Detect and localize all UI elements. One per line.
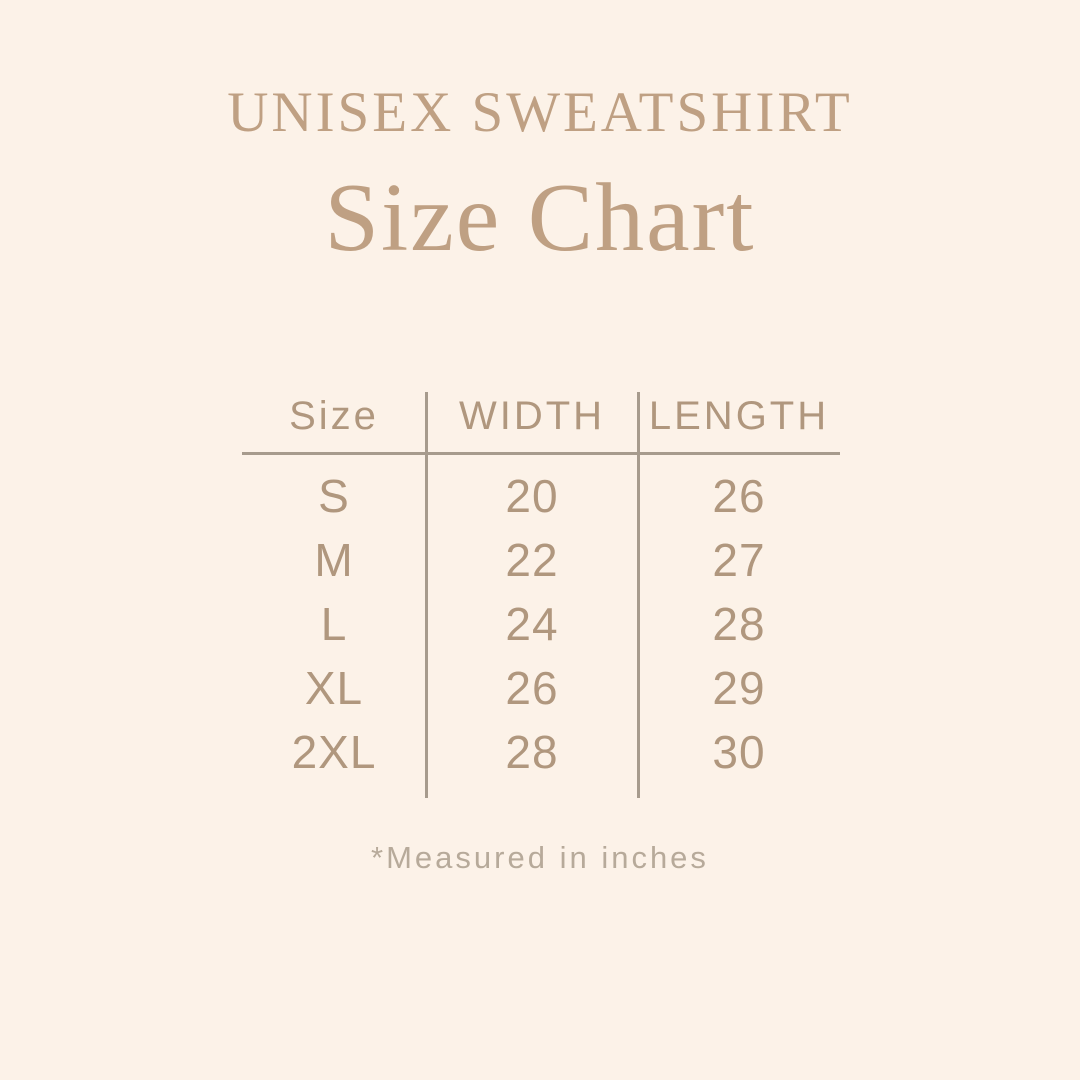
table-row: L 24 28 [242, 592, 840, 656]
column-divider-left [425, 392, 428, 798]
table-cell: 27 [712, 534, 766, 586]
table-row: S 20 26 [242, 464, 840, 528]
table-cell: 2XL [291, 726, 377, 778]
table-cell: 26 [505, 662, 559, 714]
column-divider-right [637, 392, 640, 798]
table-row: M 22 27 [242, 528, 840, 592]
table-cell: 20 [505, 470, 559, 522]
table-cell: 28 [505, 726, 559, 778]
product-name-heading: UNISEX SWEATSHIRT [227, 81, 853, 144]
column-header-length: LENGTH [648, 393, 830, 438]
table-cell: 24 [505, 598, 559, 650]
table-header-row: Size WIDTH LENGTH [242, 385, 840, 447]
table-cell: 30 [712, 726, 766, 778]
size-table: Size WIDTH LENGTH S 20 26 M 22 27 L 24 2… [242, 385, 840, 798]
table-row: XL 26 29 [242, 656, 840, 720]
table-cell: S [318, 470, 350, 522]
measurement-note: *Measured in inches [371, 840, 709, 875]
table-cell: 28 [712, 598, 766, 650]
table-cell: 22 [505, 534, 559, 586]
table-body: S 20 26 M 22 27 L 24 28 XL 26 29 2XL 28 [242, 464, 840, 784]
table-cell: 26 [712, 470, 766, 522]
column-header-width: WIDTH [458, 393, 606, 438]
table-cell: XL [304, 662, 364, 714]
header-underline [242, 452, 840, 455]
table-cell: L [320, 598, 348, 650]
table-cell: M [314, 534, 354, 586]
table-cell: 29 [712, 662, 766, 714]
column-header-size: Size [289, 393, 379, 438]
table-row: 2XL 28 30 [242, 720, 840, 784]
page-title: Size Chart [324, 164, 756, 272]
